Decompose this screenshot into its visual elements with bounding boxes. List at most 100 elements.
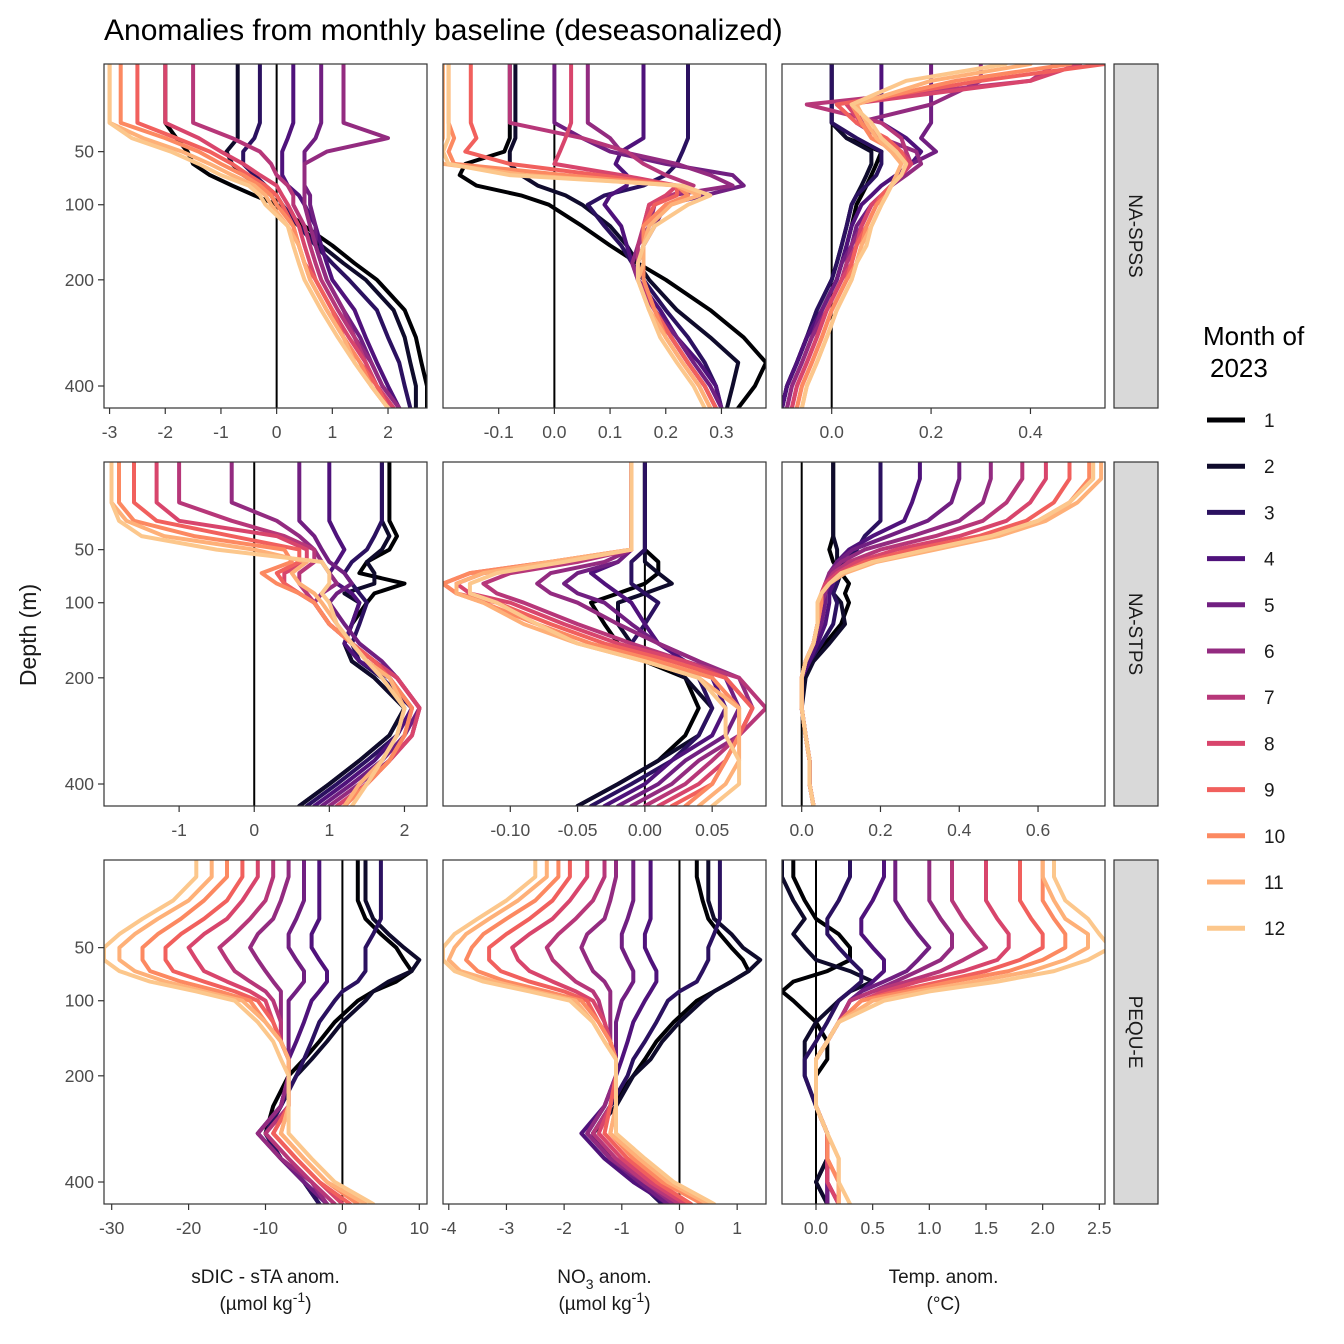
x-tick-label: 0.0	[804, 1218, 829, 1238]
series-line-month-9	[163, 860, 353, 1204]
series-line-month-12	[799, 462, 1096, 806]
panel-na-stps-col1: -1 0 1 2	[103, 461, 428, 840]
series-line-month-9	[463, 64, 718, 408]
series-group	[443, 462, 766, 806]
facet-strip-label: PEQU-E	[1124, 996, 1145, 1069]
facet-strip	[1113, 859, 1159, 1205]
series-line-month-9	[487, 860, 693, 1204]
x-tick-label: 1	[732, 1218, 742, 1238]
x-tick-label: 0	[675, 1218, 685, 1238]
x-tick-label: 2.0	[1031, 1218, 1056, 1238]
series-line-month-4	[579, 860, 670, 1204]
y-tick-label: 50	[75, 938, 95, 958]
series-line-month-12	[814, 860, 1105, 1204]
x-tick-label: 0.4	[1018, 422, 1043, 442]
y-tick-label: 100	[65, 991, 94, 1011]
x-tick-label: 0.2	[654, 422, 678, 442]
panel-border	[103, 63, 428, 409]
panel-na-stps-col3: 0.0 0.2 0.4 0.6	[781, 461, 1106, 840]
x-tick-label: -2	[556, 1218, 572, 1238]
x-tick-label: 1	[327, 422, 337, 442]
x-tick-label: 0.3	[709, 422, 733, 442]
panel-border	[442, 63, 767, 409]
x-axis-titles: sDIC - sTA anom.(µmol kg-1)NO3 anom.(µmo…	[191, 1267, 998, 1315]
x-tick-label: 1.0	[917, 1218, 942, 1238]
x-tick-label: 2.5	[1087, 1218, 1111, 1238]
panel-na-spss-col3: 0.0 0.2 0.4	[781, 63, 1106, 442]
y-tick-label: 200	[65, 270, 94, 290]
panel-border	[103, 461, 428, 807]
panel-border	[781, 461, 1106, 807]
x-tick-label: 0.00	[628, 820, 662, 840]
x-axis-title-line2: (µmol kg-1)	[558, 1289, 650, 1315]
series-group	[107, 64, 427, 408]
series-line-month-6	[248, 860, 329, 1204]
x-tick-label: 1	[324, 820, 334, 840]
legend-label-12: 12	[1264, 919, 1285, 940]
series-group	[799, 462, 1104, 806]
series-line-month-3	[585, 64, 724, 408]
x-tick-label: -0.10	[490, 820, 530, 840]
x-tick-label: 0.5	[861, 1218, 885, 1238]
x-axis-title-line1: NO3 anom.	[557, 1267, 651, 1292]
x-tick-label: 0.2	[868, 820, 892, 840]
legend-label-8: 8	[1264, 734, 1275, 755]
series-line-month-2	[297, 462, 407, 806]
facet-row-na-stps: -1 0 1 2 50 100 200 400 -0.10 -0.05 0.00 0.05 0.0 0.2…	[65, 461, 1159, 840]
panel-background	[782, 64, 1105, 408]
series-group	[109, 462, 422, 806]
y-tick-label: 400	[65, 376, 94, 396]
panel-border	[442, 461, 767, 807]
panel-na-spss-col2: -0.1 0.0 0.1 0.2 0.3	[442, 63, 767, 442]
panel-pequ-e-col1: -30 -20 -10 0 10	[99, 859, 430, 1238]
y-tick-label: 400	[65, 774, 94, 794]
x-tick-label: -0.1	[484, 422, 514, 442]
series-line-month-12	[799, 64, 1008, 408]
x-tick-label: 0	[338, 1218, 348, 1238]
panel-pequ-e-col3: 0.0 0.5 1.0 1.5 2.0 2.5	[781, 859, 1111, 1238]
series-line-month-8	[163, 64, 396, 408]
x-tick-label: 0.1	[598, 422, 622, 442]
legend-label-3: 3	[1264, 503, 1275, 524]
panel-background	[443, 64, 766, 408]
x-tick-label: -2	[157, 422, 173, 442]
panel-border	[781, 859, 1106, 1205]
series-line-month-12	[467, 462, 742, 806]
x-tick-label: -20	[176, 1218, 202, 1238]
series-line-month-12	[109, 462, 407, 806]
legend-label-11: 11	[1264, 873, 1284, 894]
x-tick-label: 0.2	[919, 422, 943, 442]
x-tick-label: 10	[410, 1218, 430, 1238]
x-tick-label: 0.0	[790, 820, 815, 840]
x-tick-label: 2	[400, 820, 410, 840]
series-line-month-12	[104, 860, 376, 1204]
x-tick-label: 1.5	[974, 1218, 998, 1238]
panel-border	[442, 859, 767, 1205]
legend-title-line1: Month of	[1203, 321, 1305, 351]
series-line-month-7	[191, 64, 396, 408]
legend-label-1: 1	[1264, 411, 1275, 432]
x-tick-label: 0.0	[820, 422, 845, 442]
panel-border	[781, 63, 1106, 409]
x-tick-label: -1	[614, 1218, 630, 1238]
series-line-month-8	[510, 860, 688, 1204]
chart-title: Anomalies from monthly baseline (deseaso…	[104, 14, 783, 47]
legend-label-10: 10	[1264, 827, 1285, 848]
x-tick-label: -1	[213, 422, 229, 442]
panel-na-stps-col2: -0.10 -0.05 0.00 0.05	[442, 461, 767, 840]
series-line-month-7	[544, 860, 682, 1204]
y-tick-label: 50	[75, 142, 95, 162]
x-tick-label: -3	[102, 422, 118, 442]
x-tick-label: -30	[99, 1218, 125, 1238]
y-tick-label: 200	[65, 1066, 94, 1086]
y-tick-label: 50	[75, 540, 95, 560]
x-tick-label: -10	[253, 1218, 279, 1238]
series-group	[443, 64, 766, 408]
x-tick-label: -3	[499, 1218, 515, 1238]
x-tick-label: -4	[441, 1218, 457, 1238]
x-axis-title-line2: (µmol kg-1)	[219, 1289, 311, 1315]
